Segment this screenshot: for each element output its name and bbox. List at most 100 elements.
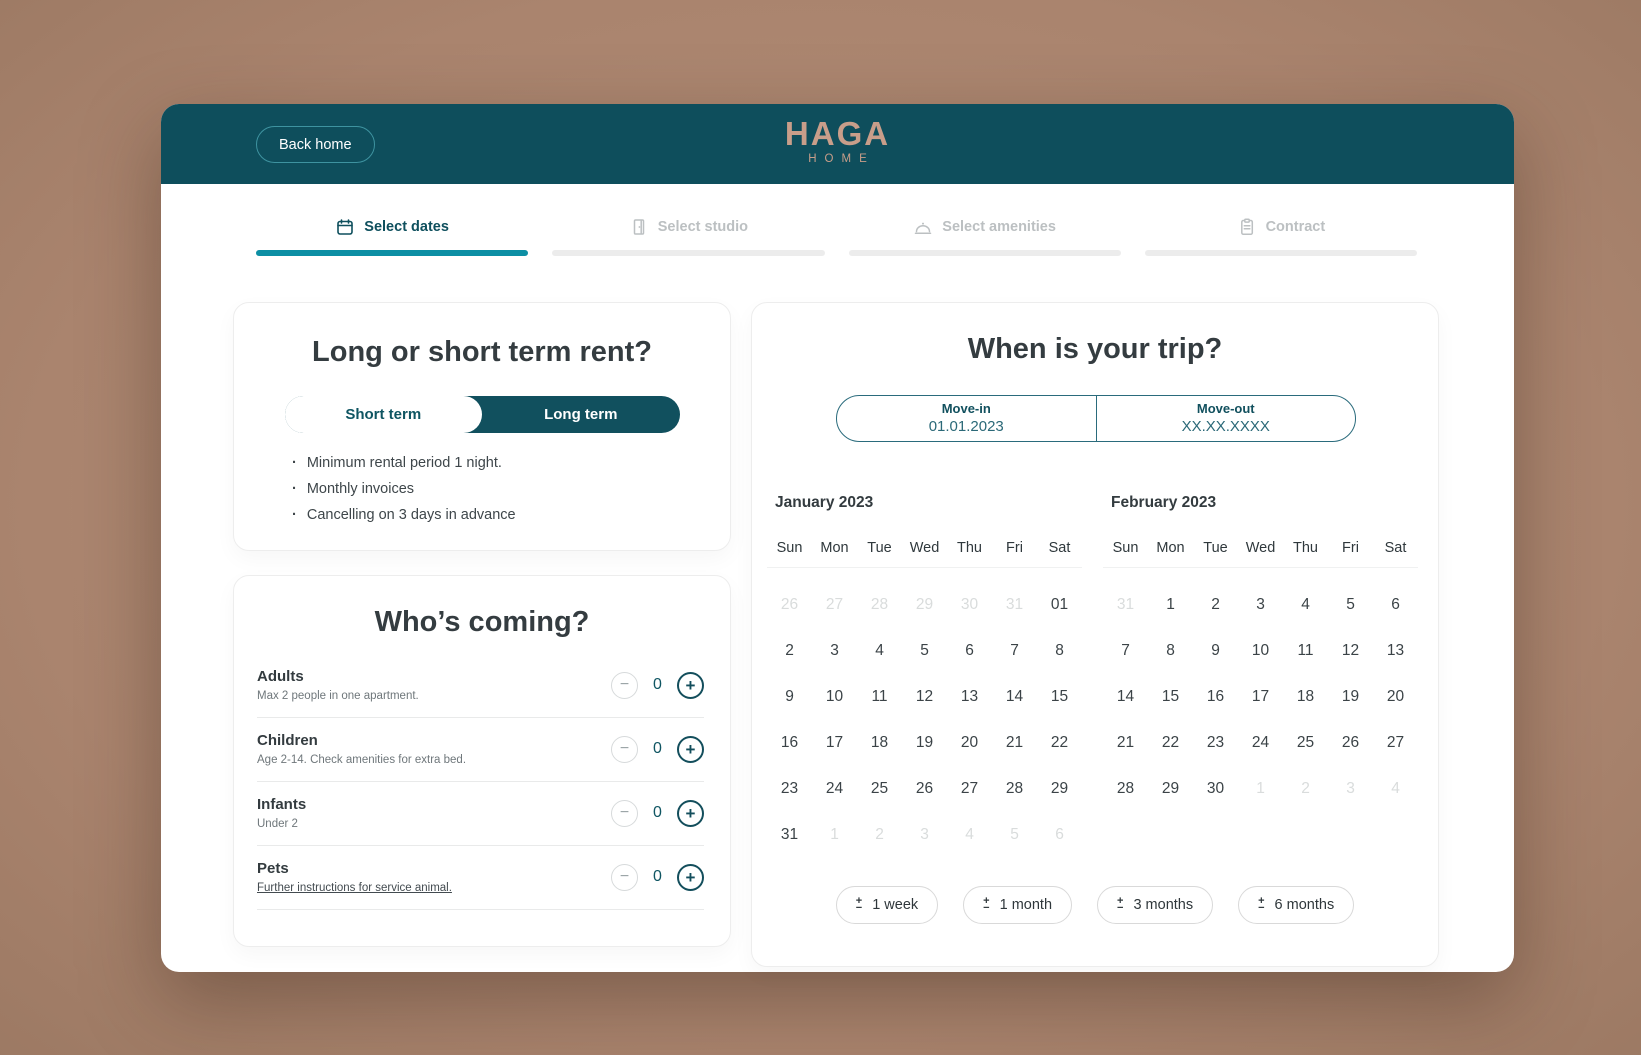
day-cell[interactable]: 15 (1161, 688, 1180, 705)
day-cell[interactable]: 8 (1055, 642, 1064, 659)
toggle-short-term[interactable]: Short term (284, 396, 482, 433)
day-cell[interactable]: 4 (1301, 596, 1310, 613)
day-cell[interactable]: 13 (960, 688, 979, 705)
date-field-move-out[interactable]: Move-out XX.XX.XXXX (1095, 396, 1356, 441)
day-cell[interactable]: 27 (1386, 734, 1405, 751)
day-cell[interactable]: 6 (1391, 596, 1400, 613)
day-cell[interactable]: 10 (1251, 642, 1270, 659)
day-grid: 31 1 2 3 4 5 6 7 8 9 10 11 12 13 14 15 16 17 18 19 20 21 22 23 2… (1103, 582, 1418, 812)
quick-range-6-months[interactable]: + −6 months (1238, 886, 1355, 924)
day-cell[interactable]: 16 (1206, 688, 1225, 705)
day-cell[interactable]: 1 (1166, 596, 1175, 613)
day-cell[interactable]: 10 (825, 688, 844, 705)
day-cell[interactable]: 2 (1211, 596, 1220, 613)
day-cell[interactable]: 11 (1297, 642, 1314, 659)
day-cell[interactable]: 24 (1251, 734, 1270, 751)
quick-range-1-month[interactable]: + −1 month (963, 886, 1073, 924)
day-cell[interactable]: 12 (915, 688, 934, 705)
day-cell[interactable]: 28 (1116, 780, 1135, 797)
guest-row-infants: Infants Under 2 −0 + (257, 782, 704, 846)
weekday-label: Tue (1203, 540, 1228, 556)
day-cell[interactable]: 19 (915, 734, 934, 751)
day-cell[interactable]: 30 (1206, 780, 1225, 797)
day-cell[interactable]: 17 (825, 734, 844, 751)
day-cell: 5 (1010, 826, 1019, 843)
day-cell[interactable]: 15 (1050, 688, 1069, 705)
rent-type-title: Long or short term rent? (312, 336, 652, 368)
plus-button[interactable]: + (677, 671, 704, 699)
tab-select-dates[interactable]: Select dates (256, 184, 529, 256)
guest-label: Infants (257, 796, 307, 813)
plus-glyph: + (983, 895, 990, 907)
day-cell[interactable]: 21 (1116, 734, 1135, 751)
day-cell[interactable]: 29 (1050, 780, 1069, 797)
bullet-text: Minimum rental period 1 night. (306, 455, 502, 471)
guest-sublabel-link[interactable]: Further instructions for service animal. (257, 882, 452, 894)
quick-range-label: 3 months (1133, 897, 1194, 913)
tab-contract[interactable]: Contract (1144, 184, 1417, 256)
day-cell[interactable]: 4 (875, 642, 884, 659)
guest-row-adults: Adults Max 2 people in one apartment. −0 + (257, 654, 704, 718)
plus-minus-icon: + − (1258, 896, 1264, 914)
day-cell[interactable]: 24 (825, 780, 844, 797)
plus-button[interactable]: + (677, 735, 704, 763)
bullet-dot: · (292, 481, 297, 497)
quick-range-1-week[interactable]: + −1 week (835, 886, 939, 924)
day-cell[interactable]: 27 (960, 780, 979, 797)
guest-rows: Adults Max 2 people in one apartment. −0 + C… (257, 654, 704, 910)
day-cell[interactable]: 9 (1211, 642, 1220, 659)
day-cell[interactable]: 20 (960, 734, 979, 751)
day-cell[interactable]: 26 (1341, 734, 1360, 751)
bullet-dot: · (292, 507, 297, 523)
day-cell[interactable]: 5 (1346, 596, 1355, 613)
day-cell[interactable]: 5 (920, 642, 929, 659)
day-cell[interactable]: 16 (780, 734, 799, 751)
day-cell[interactable]: 11 (871, 688, 888, 705)
tab-select-amenities[interactable]: Select amenities (848, 184, 1121, 256)
guest-sublabel: Under 2 (257, 818, 298, 830)
plus-button[interactable]: + (677, 799, 704, 827)
day-cell[interactable]: 22 (1161, 734, 1180, 751)
day-cell[interactable]: 13 (1386, 642, 1405, 659)
day-cell[interactable]: 8 (1166, 642, 1175, 659)
day-cell[interactable]: 23 (780, 780, 799, 797)
day-cell[interactable]: 14 (1005, 688, 1024, 705)
day-cell[interactable]: 3 (830, 642, 839, 659)
day-cell: 28 (870, 596, 889, 613)
day-cell[interactable]: 2 (785, 642, 794, 659)
date-field-move-in[interactable]: Move-in 01.01.2023 (837, 396, 1096, 441)
tab-label: Select amenities (942, 219, 1056, 235)
day-cell[interactable]: 12 (1341, 642, 1360, 659)
day-cell[interactable]: 3 (1256, 596, 1265, 613)
minus-button[interactable]: − (611, 863, 638, 891)
tab-content: Select amenities (913, 217, 1056, 237)
day-cell[interactable]: 20 (1386, 688, 1405, 705)
day-cell[interactable]: 31 (780, 826, 799, 843)
day-cell[interactable]: 29 (1161, 780, 1180, 797)
day-cell[interactable]: 7 (1010, 642, 1019, 659)
plus-button[interactable]: + (677, 863, 704, 891)
day-cell[interactable]: 7 (1121, 642, 1130, 659)
day-cell[interactable]: 9 (785, 688, 794, 705)
day-cell[interactable]: 14 (1116, 688, 1135, 705)
toggle-long-term[interactable]: Long term (544, 406, 618, 423)
day-cell[interactable]: 6 (965, 642, 974, 659)
tab-select-studio[interactable]: Select studio (552, 184, 825, 256)
day-cell[interactable]: 19 (1341, 688, 1360, 705)
day-cell[interactable]: 28 (1005, 780, 1024, 797)
minus-button[interactable]: − (611, 671, 638, 699)
day-cell[interactable]: 25 (1296, 734, 1315, 751)
day-cell[interactable]: 18 (870, 734, 889, 751)
day-cell[interactable]: 01 (1050, 596, 1069, 613)
back-home-button[interactable]: Back home (256, 126, 375, 163)
day-cell[interactable]: 22 (1050, 734, 1069, 751)
day-cell[interactable]: 18 (1296, 688, 1315, 705)
quick-range-3-months[interactable]: + −3 months (1097, 886, 1214, 924)
day-cell[interactable]: 25 (870, 780, 889, 797)
minus-button[interactable]: − (611, 799, 638, 827)
day-cell[interactable]: 21 (1005, 734, 1024, 751)
minus-button[interactable]: − (611, 735, 638, 763)
day-cell[interactable]: 26 (915, 780, 934, 797)
day-cell[interactable]: 17 (1251, 688, 1270, 705)
day-cell[interactable]: 23 (1206, 734, 1225, 751)
